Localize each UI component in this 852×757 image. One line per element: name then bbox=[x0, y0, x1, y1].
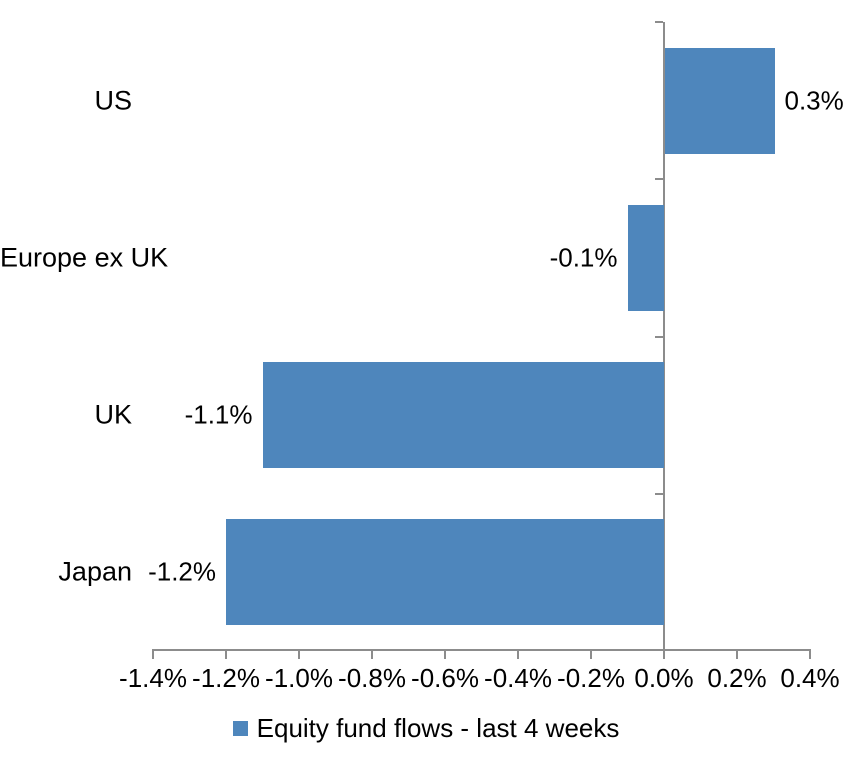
x-tick-label-5: -0.4% bbox=[484, 663, 552, 693]
data-label-europe-ex-uk: -0.1% bbox=[549, 242, 618, 273]
bar-japan bbox=[226, 519, 664, 626]
category-label-uk: UK bbox=[94, 399, 132, 430]
y-axis-line bbox=[663, 22, 665, 651]
bar-uk bbox=[262, 362, 664, 469]
category-label-europe-ex-uk: Europe ex UK bbox=[0, 242, 169, 273]
x-tick-label-1: -1.2% bbox=[192, 663, 260, 693]
x-tick-label-3: -0.8% bbox=[338, 663, 406, 693]
bar-europe-ex-uk bbox=[627, 204, 664, 311]
y-axis-tick-1 bbox=[655, 178, 663, 181]
legend-marker-square bbox=[232, 720, 248, 736]
y-axis-tick-0 bbox=[655, 21, 663, 23]
x-axis-line bbox=[152, 649, 811, 651]
y-axis-tick-2 bbox=[655, 335, 663, 338]
x-axis-tick-4 bbox=[444, 649, 446, 659]
legend: Equity fund flows - last 4 weeks bbox=[0, 711, 852, 745]
x-axis-tick-3 bbox=[371, 649, 373, 659]
x-axis-tick-7 bbox=[663, 649, 665, 659]
x-tick-label-0: -1.4% bbox=[119, 663, 187, 693]
data-label-japan: -1.2% bbox=[148, 556, 216, 587]
x-axis-tick-2 bbox=[298, 649, 300, 659]
x-axis-tick-9 bbox=[809, 649, 811, 659]
x-axis-tick-5 bbox=[517, 649, 519, 659]
y-axis-tick-3 bbox=[655, 492, 663, 495]
category-label-japan: Japan bbox=[58, 556, 132, 587]
x-axis-tick-6 bbox=[590, 649, 592, 659]
data-label-us: 0.3% bbox=[784, 85, 844, 116]
x-axis-tick-1 bbox=[225, 649, 227, 659]
data-label-uk: -1.1% bbox=[184, 399, 253, 430]
x-tick-label-6: -0.2% bbox=[557, 663, 625, 693]
x-tick-label-7: 0.0% bbox=[634, 663, 694, 693]
category-label-us: US bbox=[94, 85, 132, 116]
x-tick-label-4: -0.6% bbox=[411, 663, 479, 693]
x-axis-tick-8 bbox=[736, 649, 738, 659]
x-tick-label-9: 0.4% bbox=[780, 663, 840, 693]
bar-us bbox=[665, 47, 775, 154]
x-tick-label-2: -1.0% bbox=[265, 663, 333, 693]
legend-label: Equity fund flows - last 4 weeks bbox=[256, 712, 620, 743]
x-tick-label-8: 0.2% bbox=[707, 663, 767, 693]
x-axis-tick-0 bbox=[152, 649, 154, 659]
